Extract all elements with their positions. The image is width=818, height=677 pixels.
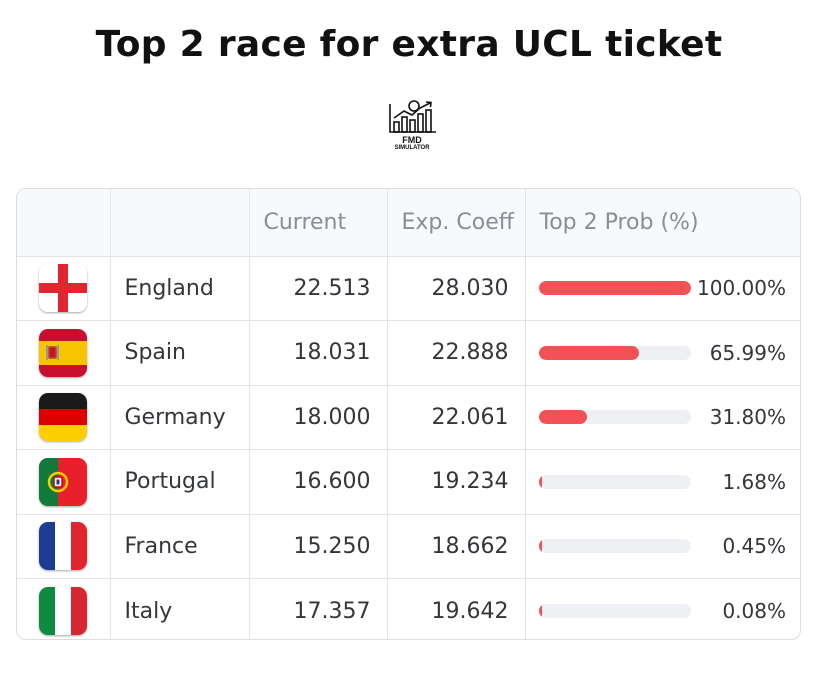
fmd-simulator-logo: FMD SIMULATOR: [384, 98, 440, 156]
exp-coeff-value: 22.061: [387, 385, 526, 450]
table-row: France 15.250 18.662 0.45%: [17, 514, 800, 579]
france-flag-icon: [39, 522, 88, 571]
current-value: 18.000: [249, 385, 388, 450]
header-country: [110, 189, 250, 257]
prob-label: 0.45%: [722, 534, 786, 559]
table-header-row: Current Exp. Coeff Top 2 Prob (%): [17, 189, 800, 257]
england-flag-icon: [39, 264, 88, 313]
exp-coeff-value: 18.662: [387, 514, 526, 579]
table-row: Italy 17.357 19.642 0.08%: [17, 578, 800, 639]
prob-bar-track: [538, 604, 691, 618]
prob-bar-track: [538, 410, 691, 425]
exp-coeff-value: 22.888: [387, 320, 526, 386]
chart-title: Top 2 race for extra UCL ticket: [95, 24, 723, 65]
table-row: England 22.513 28.030 100.00%: [17, 256, 800, 321]
country-name: Portugal: [110, 449, 250, 515]
exp-coeff-value: 28.030: [387, 256, 526, 321]
current-value: 22.513: [249, 256, 388, 321]
country-name: England: [110, 256, 250, 321]
prob-label: 0.08%: [722, 599, 786, 623]
table-row: Germany 18.000 22.061 31.80%: [17, 385, 800, 450]
prob-label: 65.99%: [709, 340, 786, 365]
prob-bar-track: [538, 345, 691, 360]
prob-bar: [538, 281, 691, 296]
country-name: Italy: [110, 578, 250, 639]
prob-bar: [538, 410, 587, 425]
header-top2-prob: Top 2 Prob (%): [525, 189, 800, 257]
prob-label: 31.80%: [709, 405, 786, 430]
header-flag: [17, 189, 111, 257]
current-value: 17.357: [249, 578, 388, 639]
prob-bar-track: [538, 539, 691, 554]
prob-bar: [538, 539, 542, 554]
prob-label: 100.00%: [697, 276, 786, 301]
logo-text-fmd: FMD: [402, 135, 422, 145]
prob-bar: [538, 604, 542, 618]
exp-coeff-value: 19.642: [387, 578, 526, 639]
country-name: France: [110, 514, 250, 579]
table-row: Spain 18.031 22.888 65.99%: [17, 320, 800, 386]
current-value: 15.250: [249, 514, 388, 579]
current-value: 16.600: [249, 449, 388, 515]
country-name: Germany: [110, 385, 250, 450]
logo-text-simulator: SIMULATOR: [394, 145, 430, 151]
header-exp-coeff: Exp. Coeff: [387, 189, 526, 257]
prob-bar-track: [538, 281, 691, 296]
logo-chart-icon: [389, 100, 436, 133]
spain-flag-icon: [39, 328, 88, 377]
current-value: 18.031: [249, 320, 388, 386]
table-row: Portugal 16.600 19.234 1.68%: [17, 449, 800, 515]
prob-bar: [538, 474, 542, 489]
country-name: Spain: [110, 320, 250, 386]
prob-label: 1.68%: [722, 469, 786, 494]
header-current: Current: [249, 189, 388, 257]
germany-flag-icon: [39, 393, 88, 442]
prob-bar-track: [538, 474, 691, 489]
exp-coeff-value: 19.234: [387, 449, 526, 515]
prob-bar: [538, 345, 639, 360]
probability-table: Current Exp. Coeff Top 2 Prob (%) Englan…: [16, 188, 801, 640]
italy-flag-icon: [39, 587, 88, 635]
portugal-flag-icon: [39, 457, 88, 506]
